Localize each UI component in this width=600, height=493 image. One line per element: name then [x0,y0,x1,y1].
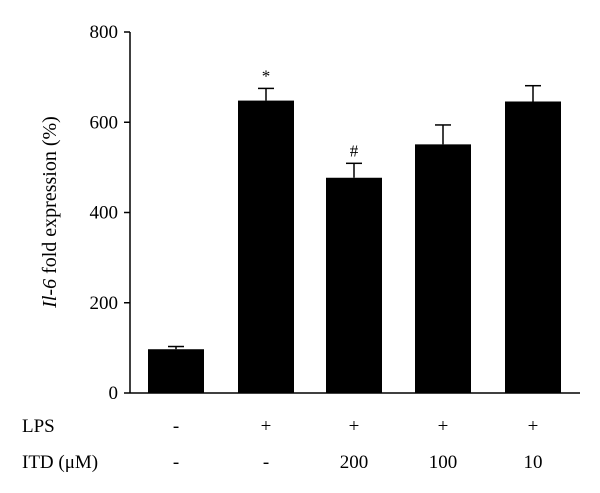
condition-value: + [349,416,360,437]
y-axis-label-gene: Il-6 [39,279,61,309]
error-bars [168,84,541,350]
condition-value: - [263,452,269,473]
condition-row-label: ITD (μM) [22,452,98,473]
condition-value: 10 [524,452,543,473]
y-tick-label: 200 [90,293,119,314]
bar [505,101,561,394]
condition-value: 100 [429,452,458,473]
significance-marker: # [350,141,359,160]
condition-value: + [438,416,449,437]
condition-value: 200 [340,452,369,473]
significance-marker: * [262,66,271,85]
axes: 0 200 400 600 800 [90,22,580,404]
condition-row-label: LPS [22,416,55,437]
bar [238,100,294,393]
condition-value: - [173,416,179,437]
bar [415,144,471,393]
y-tick-label: 600 [90,112,119,133]
bars [148,100,561,394]
condition-table: LPS - + + + + ITD (μM) - - 200 100 10 [22,416,543,473]
y-tick-label: 0 [109,383,119,404]
y-axis-label: Il-6 fold expression (%) [39,116,61,309]
bar [326,177,382,393]
condition-value: - [173,452,179,473]
significance-annotations: *# [262,66,359,160]
bar [148,349,204,393]
y-tick-label: 400 [90,203,119,224]
condition-value: + [528,416,539,437]
condition-value: + [261,416,272,437]
y-axis-label-text: fold expression (%) [39,116,61,279]
y-tick-label: 800 [90,22,119,43]
